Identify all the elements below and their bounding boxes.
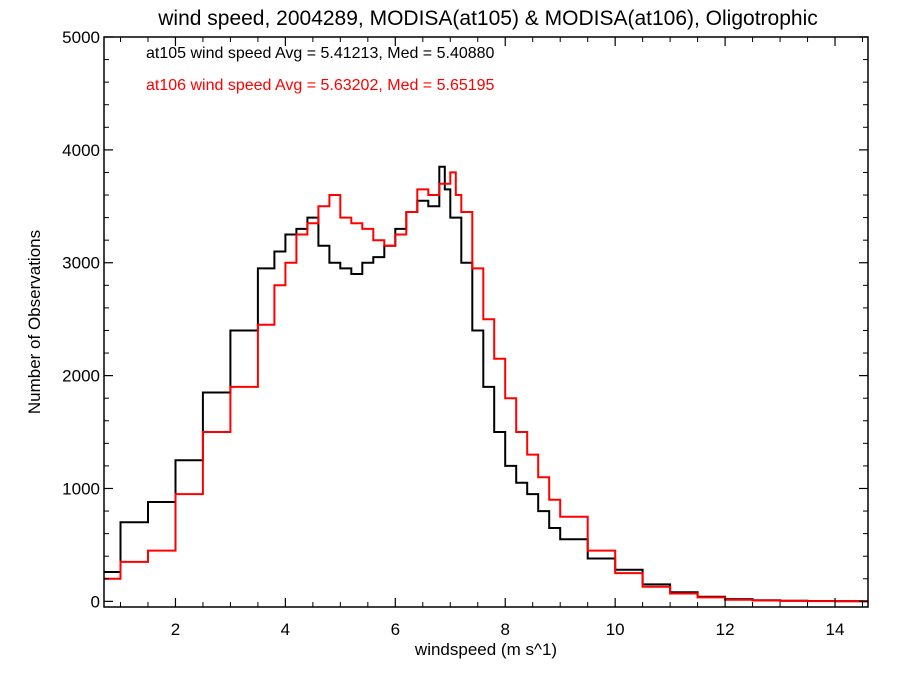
y-axis-label: Number of Observations: [25, 230, 44, 414]
plot-frame: [103, 36, 869, 608]
y-tick-label: 3000: [62, 254, 100, 273]
x-axis: 2 4 6 8 10 12 14: [119, 37, 864, 639]
y-tick-label: 2000: [62, 367, 100, 386]
x-tick-label: 12: [716, 620, 735, 639]
x-tick-label: 8: [501, 620, 510, 639]
chart-title: wind speed, 2004289, MODISA(at105) & MOD…: [157, 7, 818, 30]
x-tick-label: 6: [391, 620, 400, 639]
x-tick-label: 2: [171, 620, 180, 639]
legend-entry-at105: at105 wind speed Avg = 5.41213, Med = 5.…: [146, 45, 495, 62]
x-tick-label: 14: [826, 620, 845, 639]
legend-entry-at106: at106 wind speed Avg = 5.63202, Med = 5.…: [146, 77, 495, 94]
series-line-at106: [104, 171, 868, 603]
x-tick-label: 4: [281, 620, 290, 639]
y-tick-label: 5000: [62, 28, 100, 47]
series-layer: [104, 165, 868, 603]
y-tick-label: 0: [91, 592, 100, 611]
y-tick-label: 1000: [62, 479, 100, 498]
x-tick-label: 10: [606, 620, 625, 639]
series-line-at105: [104, 165, 868, 603]
y-axis: 0 1000 2000 3000 4000 5000: [62, 28, 868, 611]
y-tick-label: 4000: [62, 141, 100, 160]
x-axis-label: windspeed (m s^1): [414, 640, 557, 659]
